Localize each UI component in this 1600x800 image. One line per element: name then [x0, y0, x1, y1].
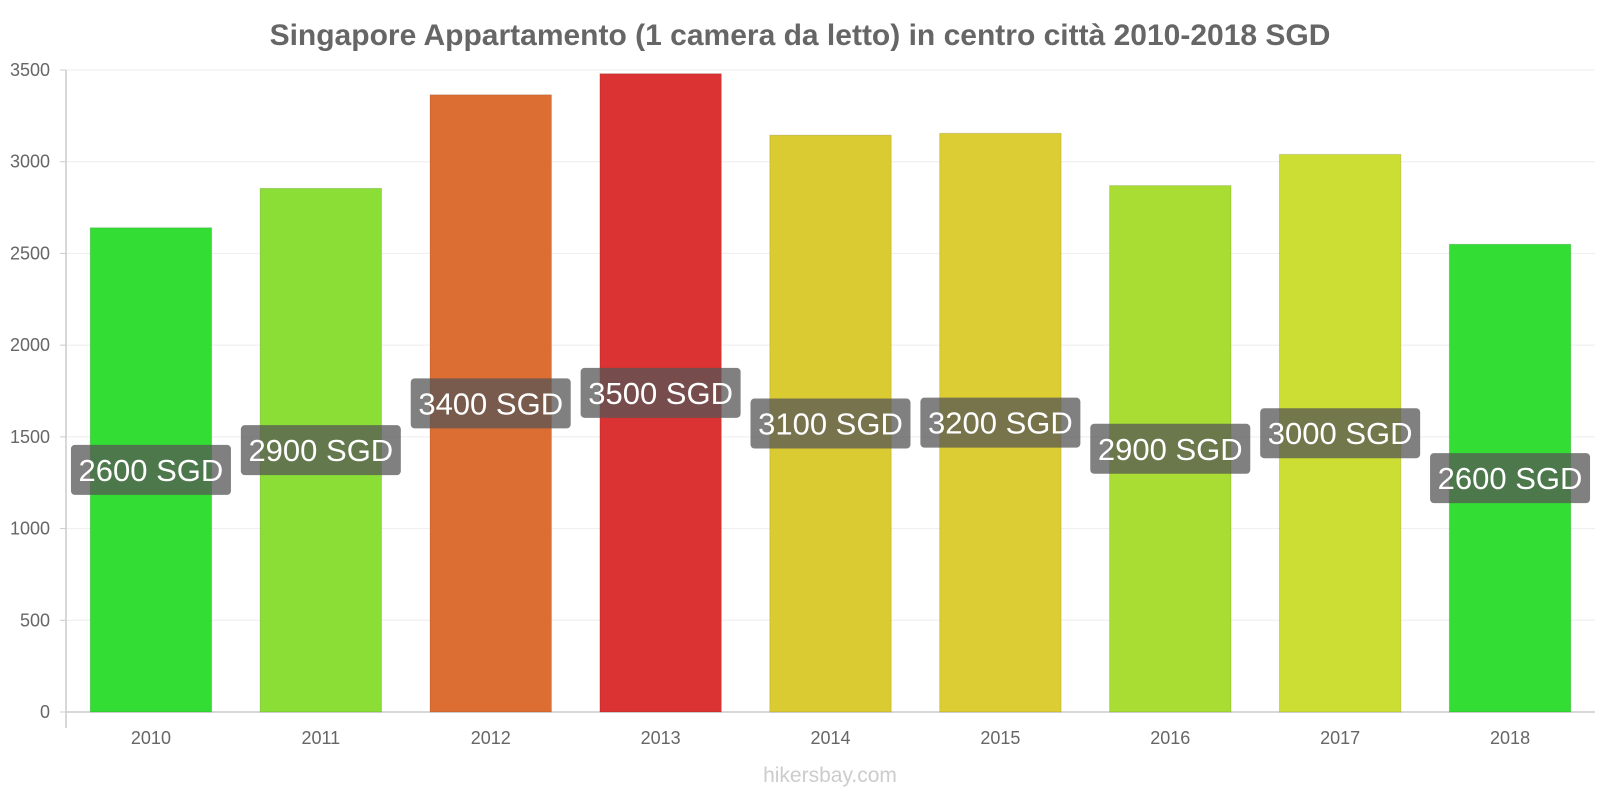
- x-tick-label: 2013: [641, 728, 681, 748]
- y-tick-label: 500: [20, 610, 50, 630]
- data-label-text: 3100 SGD: [758, 407, 903, 442]
- data-label-2016: 2900 SGD: [1090, 423, 1251, 474]
- y-tick-label: 1500: [10, 427, 50, 447]
- x-tick-label: 2016: [1150, 728, 1190, 748]
- y-tick-label: 1000: [10, 519, 50, 539]
- data-label-text: 3200 SGD: [928, 406, 1073, 441]
- data-label-text: 2900 SGD: [248, 433, 393, 468]
- data-label-box: [410, 378, 571, 429]
- data-label-box: [1430, 453, 1591, 504]
- data-label-text: 3400 SGD: [418, 386, 563, 421]
- data-label-box: [1260, 408, 1421, 459]
- y-tick-label: 3500: [10, 60, 50, 80]
- bars: [89, 73, 1572, 713]
- data-label-text: 2900 SGD: [1098, 432, 1243, 467]
- data-label-text: 3500 SGD: [588, 376, 733, 411]
- x-tick-label: 2015: [980, 728, 1020, 748]
- x-tick-label: 2017: [1320, 728, 1360, 748]
- y-tick-label: 3000: [10, 152, 50, 172]
- data-label-box: [1090, 423, 1251, 474]
- data-label-box: [920, 397, 1081, 448]
- data-label-2010: 2600 SGD: [70, 444, 231, 495]
- data-label-2014: 3100 SGD: [750, 398, 911, 449]
- x-tick-label: 2012: [471, 728, 511, 748]
- watermark: hikersbay.com: [763, 764, 897, 787]
- data-labels: 2600 SGD 2900 SGD 3400 SGD 3500 SGD 3100 SGD…: [70, 367, 1591, 504]
- y-tick-label: 2500: [10, 243, 50, 263]
- data-label-box: [70, 444, 231, 495]
- y-tick-label: 0: [40, 702, 50, 722]
- data-label-2018: 2600 SGD: [1430, 453, 1591, 504]
- data-label-2015: 3200 SGD: [920, 397, 1081, 448]
- data-label-2012: 3400 SGD: [410, 378, 571, 429]
- x-tick-label: 2011: [301, 728, 340, 748]
- data-label-text: 3000 SGD: [1268, 416, 1413, 451]
- x-tick-label: 2018: [1490, 728, 1530, 748]
- x-tick-label: 2010: [131, 728, 171, 748]
- data-label-2013: 3500 SGD: [580, 367, 741, 418]
- data-label-text: 2600 SGD: [79, 453, 224, 488]
- data-label-text: 2600 SGD: [1438, 461, 1583, 496]
- data-label-box: [240, 425, 401, 476]
- y-tick-label: 2000: [10, 335, 50, 355]
- x-tick-label: 2014: [810, 728, 850, 748]
- chart-title: Singapore Appartamento (1 camera da lett…: [270, 19, 1331, 52]
- data-label-box: [580, 367, 741, 418]
- data-label-2017: 3000 SGD: [1260, 408, 1421, 459]
- data-label-box: [750, 398, 911, 449]
- data-label-2011: 2900 SGD: [240, 425, 401, 476]
